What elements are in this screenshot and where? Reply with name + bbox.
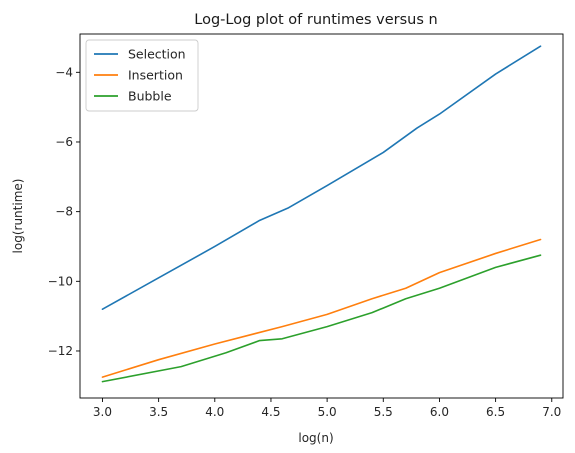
x-tick-label: 6.5 [486, 405, 505, 419]
x-axis-label: log(n) [298, 431, 333, 445]
legend-label-insertion: Insertion [128, 68, 183, 83]
series-line-bubble [101, 254, 542, 383]
plot-area [101, 45, 542, 383]
axes: 3.0 3.5 4.0 4.5 5.0 5.5 6.0 6.5 7.0 −12 −10 −8 −6 −4 [48, 33, 564, 419]
y-tick-label: −4 [55, 65, 73, 79]
x-tick-label: 5.5 [374, 405, 393, 419]
x-tick-label: 4.5 [261, 405, 280, 419]
x-tick-label: 4.0 [205, 405, 224, 419]
y-tick-label: −10 [48, 274, 73, 288]
series-line-selection [101, 45, 542, 310]
legend-box [85, 39, 199, 112]
x-tick-label: 3.0 [93, 405, 112, 419]
y-axis-label: log(runtime) [11, 179, 25, 254]
series-line-insertion [101, 238, 542, 378]
legend-label-selection: Selection [128, 47, 186, 62]
plot-frame [79, 33, 564, 399]
x-tick-label: 7.0 [542, 405, 561, 419]
y-tick-label: −12 [48, 344, 73, 358]
x-tick-label: 6.0 [430, 405, 449, 419]
legend: Selection Insertion Bubble [85, 39, 199, 112]
chart-title: Log-Log plot of runtimes versus n [194, 12, 437, 28]
y-tick-label: −8 [55, 205, 73, 219]
y-tick-label: −6 [55, 135, 73, 149]
x-tick-label: 3.5 [149, 405, 168, 419]
legend-label-bubble: Bubble [128, 89, 172, 104]
x-tick-label: 5.0 [318, 405, 337, 419]
